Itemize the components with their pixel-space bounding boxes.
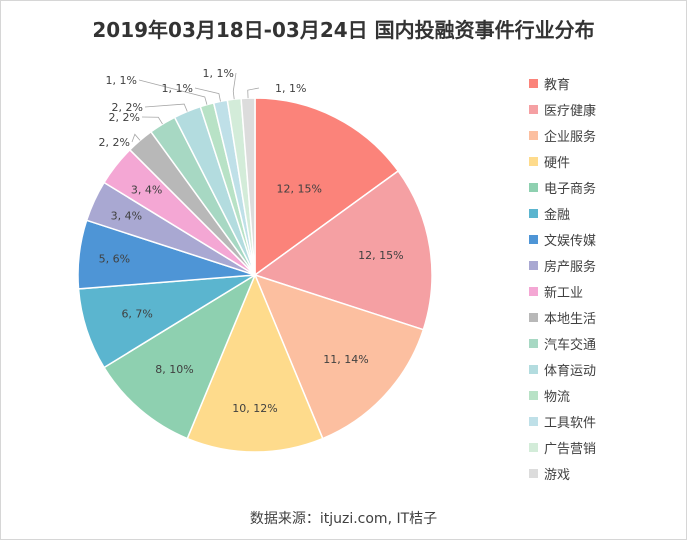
legend-label: 文娱传媒	[544, 233, 597, 249]
legend-swatch	[529, 234, 538, 244]
legend-item-10: 本地生活	[529, 304, 596, 330]
legend-swatch	[529, 156, 538, 166]
data-label-3: 11, 14%	[323, 353, 368, 366]
leader-line-11	[141, 116, 163, 125]
legend-label: 硬件	[544, 155, 571, 171]
legend-item-2: 医疗健康	[529, 96, 596, 122]
legend-label: 房产服务	[544, 259, 597, 275]
leader-line-15	[232, 72, 237, 100]
legend-item-8: 房产服务	[529, 252, 596, 278]
legend-label: 企业服务	[544, 129, 597, 145]
data-label-2: 12, 15%	[358, 249, 403, 262]
source-note: 数据来源：itjuzi.com, IT桔子	[249, 511, 438, 527]
leader-line-12	[144, 103, 188, 112]
legend-item-11: 汽车交通	[529, 330, 596, 356]
legend-swatch	[529, 416, 538, 426]
legend-item-5: 电子商务	[529, 174, 596, 200]
legend-item-16: 游戏	[529, 460, 596, 486]
data-label-15: 1, 1%	[203, 67, 234, 80]
pie-slice-1	[254, 97, 400, 277]
data-label-14: 1, 1%	[162, 82, 193, 95]
data-label-4: 10, 12%	[232, 402, 277, 415]
legend-item-1: 教育	[529, 70, 596, 96]
legend-item-15: 广告营销	[529, 434, 596, 460]
legend-swatch	[529, 312, 538, 322]
pie-slice-3	[253, 273, 425, 440]
legend-swatch	[529, 468, 538, 478]
legend-swatch	[529, 364, 538, 374]
data-label-5: 8, 10%	[155, 363, 193, 376]
legend-label: 医疗健康	[544, 103, 597, 119]
data-label-6: 6, 7%	[121, 307, 152, 320]
legend-swatch	[529, 390, 538, 400]
legend-label: 物流	[544, 389, 571, 405]
pie-slice-2	[253, 169, 433, 331]
data-label-1: 12, 15%	[276, 182, 321, 195]
legend-swatch	[529, 338, 538, 348]
legend-item-13: 物流	[529, 382, 596, 408]
legend-item-7: 文娱传媒	[529, 226, 596, 252]
legend-item-6: 金融	[529, 200, 596, 226]
leader-line-16	[247, 87, 260, 99]
legend-swatch	[529, 442, 538, 452]
legend-swatch	[529, 130, 538, 140]
legend-label: 汽车交通	[544, 337, 597, 353]
data-label-16: 1, 1%	[275, 82, 306, 95]
legend-label: 广告营销	[544, 441, 597, 457]
legend-item-12: 体育运动	[529, 356, 596, 382]
legend-item-9: 新工业	[529, 278, 596, 304]
legend-label: 工具软件	[544, 415, 597, 431]
data-label-8: 3, 4%	[111, 210, 142, 223]
legend-swatch	[529, 104, 538, 114]
pie-slice-5	[103, 273, 257, 440]
legend-swatch	[529, 182, 538, 192]
leader-line-13	[138, 79, 208, 105]
data-label-11: 2, 2%	[109, 111, 140, 124]
legend-label: 金融	[544, 207, 571, 223]
legend-item-14: 工具软件	[529, 408, 596, 434]
legend-label: 本地生活	[544, 311, 597, 327]
legend-swatch	[529, 260, 538, 270]
leader-line-10	[131, 133, 141, 143]
data-label-13: 1, 1%	[106, 74, 137, 87]
legend-swatch	[529, 286, 538, 296]
data-label-9: 3, 4%	[131, 184, 162, 197]
legend-label: 游戏	[544, 467, 571, 483]
legend-item-3: 企业服务	[529, 122, 596, 148]
data-label-12: 2, 2%	[112, 101, 143, 114]
chart-title: 2019年03月18日-03月24日 国内投融资事件行业分布	[92, 18, 595, 42]
legend-swatch	[529, 78, 538, 88]
legend-label: 电子商务	[544, 181, 597, 197]
legend-label: 教育	[544, 77, 571, 93]
legend-swatch	[529, 208, 538, 218]
legend-label: 新工业	[544, 285, 584, 301]
data-label-10: 2, 2%	[99, 136, 130, 149]
chart-legend: 教育医疗健康企业服务硬件电子商务金融文娱传媒房产服务新工业本地生活汽车交通体育运…	[529, 70, 596, 486]
legend-item-4: 硬件	[529, 148, 596, 174]
pie-slice-4	[186, 273, 324, 453]
data-label-7: 5, 6%	[99, 252, 130, 265]
leader-line-14	[194, 87, 221, 102]
legend-label: 体育运动	[544, 363, 597, 379]
